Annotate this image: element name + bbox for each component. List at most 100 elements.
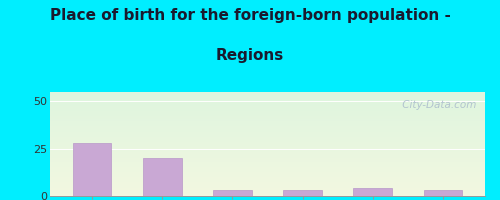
Bar <box>50 119 485 120</box>
Bar <box>50 130 485 132</box>
Bar <box>50 175 485 176</box>
Bar <box>50 189 485 190</box>
Bar <box>50 132 485 133</box>
Bar <box>50 135 485 136</box>
Bar <box>50 134 485 135</box>
Bar <box>50 127 485 128</box>
Text: Regions: Regions <box>216 48 284 63</box>
Bar <box>50 170 485 171</box>
Bar <box>50 111 485 112</box>
Bar <box>50 153 485 154</box>
Bar <box>50 163 485 164</box>
Bar <box>50 113 485 114</box>
Bar <box>284 190 322 196</box>
Bar <box>50 150 485 151</box>
Bar <box>50 164 485 165</box>
Bar <box>50 172 485 173</box>
Bar <box>50 179 485 180</box>
Bar <box>50 103 485 104</box>
Bar <box>50 104 485 106</box>
Bar <box>50 184 485 185</box>
Bar <box>50 109 485 110</box>
Bar <box>50 140 485 141</box>
Bar <box>50 146 485 147</box>
Bar <box>50 143 485 144</box>
Bar <box>50 182 485 184</box>
Bar <box>50 173 485 174</box>
Bar <box>50 154 485 155</box>
Bar <box>50 147 485 148</box>
Bar <box>50 166 485 167</box>
Bar <box>50 169 485 170</box>
Bar <box>50 185 485 186</box>
Bar <box>50 99 485 100</box>
Bar <box>50 97 485 98</box>
Bar <box>50 152 485 153</box>
Bar <box>50 93 485 94</box>
Bar <box>50 193 485 194</box>
Bar <box>50 126 485 127</box>
Bar <box>50 139 485 140</box>
Bar <box>50 128 485 129</box>
Bar <box>50 115 485 116</box>
Bar <box>50 129 485 130</box>
Bar <box>50 98 485 99</box>
Bar <box>50 188 485 189</box>
Bar <box>50 161 485 162</box>
Bar <box>50 117 485 118</box>
Bar <box>50 148 485 149</box>
Bar <box>50 181 485 182</box>
Bar <box>50 125 485 126</box>
Bar <box>50 177 485 178</box>
Bar <box>50 110 485 111</box>
Bar <box>50 107 485 108</box>
Bar <box>50 145 485 146</box>
Bar <box>50 176 485 177</box>
Bar <box>50 124 485 125</box>
Bar <box>50 171 485 172</box>
Bar <box>50 95 485 96</box>
Bar <box>50 162 485 163</box>
Bar <box>50 195 485 196</box>
Bar <box>50 112 485 113</box>
Bar <box>50 123 485 124</box>
Bar <box>50 191 485 192</box>
Bar <box>50 149 485 150</box>
Bar <box>424 190 462 196</box>
Bar <box>50 158 485 159</box>
Bar <box>50 174 485 175</box>
Text: Place of birth for the foreign-born population -: Place of birth for the foreign-born popu… <box>50 8 450 23</box>
Bar <box>50 165 485 166</box>
Bar <box>50 102 485 103</box>
Bar <box>50 156 485 158</box>
Bar <box>50 141 485 142</box>
Bar <box>50 137 485 138</box>
Bar <box>50 186 485 187</box>
Bar <box>50 178 485 179</box>
Bar <box>50 122 485 123</box>
Bar <box>50 155 485 156</box>
Bar <box>50 101 485 102</box>
Bar <box>50 108 485 109</box>
Bar <box>50 180 485 181</box>
Bar <box>50 187 485 188</box>
Bar <box>213 190 252 196</box>
Bar <box>50 114 485 115</box>
Bar <box>50 94 485 95</box>
Bar <box>50 138 485 139</box>
Bar <box>50 142 485 143</box>
Bar <box>50 151 485 152</box>
Bar <box>50 194 485 195</box>
Bar <box>50 190 485 191</box>
Bar <box>50 168 485 169</box>
Bar <box>50 192 485 193</box>
Bar <box>50 120 485 121</box>
Bar <box>50 133 485 134</box>
Bar <box>50 160 485 161</box>
Bar <box>50 92 485 93</box>
Bar <box>143 158 182 196</box>
Bar <box>50 116 485 117</box>
Bar <box>50 118 485 119</box>
Bar <box>50 106 485 107</box>
Bar <box>50 144 485 145</box>
